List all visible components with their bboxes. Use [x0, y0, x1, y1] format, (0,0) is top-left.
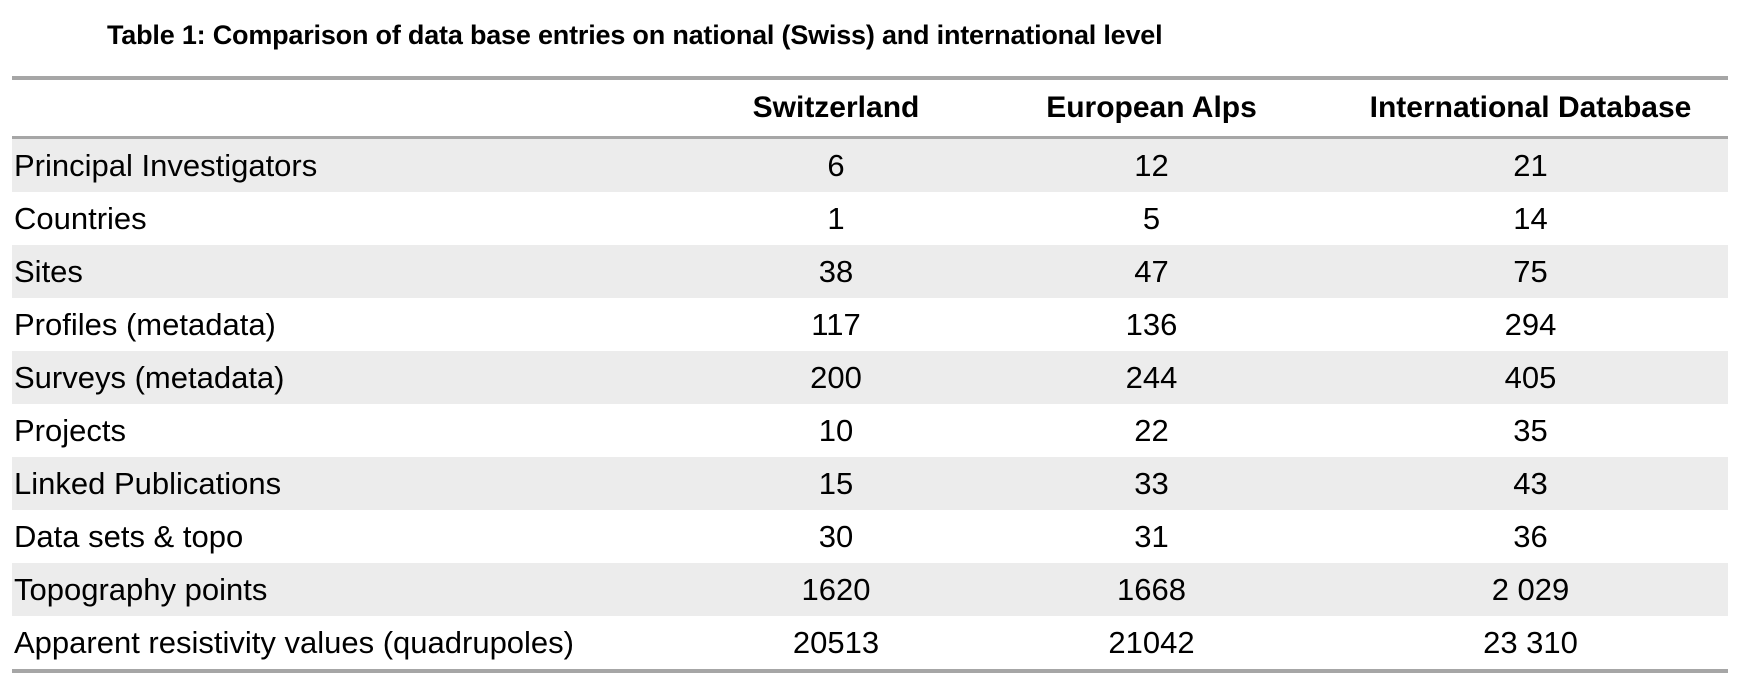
- table-cell-switzerland: 117: [811, 306, 861, 342]
- table-cell-row-label: Principal Investigators: [14, 147, 318, 183]
- table-row: Data sets & topo 30 31 36: [12, 510, 1728, 563]
- table-row: Apparent resistivity values (quadrupoles…: [12, 616, 1728, 669]
- table-top-rule: [12, 76, 1728, 80]
- table-cell-international-database: 2 029: [1491, 571, 1570, 607]
- table-cell-european-alps: 31: [1134, 518, 1169, 554]
- table-row: Topography points 1620 1668 2 029: [12, 563, 1728, 616]
- table-cell-switzerland: 20513: [792, 624, 880, 660]
- table-cell-european-alps: 47: [1134, 253, 1169, 289]
- table-cell-international-database: 75: [1513, 253, 1548, 289]
- table-cell-international-database: 43: [1513, 465, 1548, 501]
- table-cell-row-label: Apparent resistivity values (quadrupoles…: [14, 624, 574, 660]
- table-row: Projects 10 22 35: [12, 404, 1728, 457]
- table-cell-european-alps: 5: [1142, 200, 1161, 236]
- table-cell-international-database: 23 310: [1483, 624, 1578, 660]
- table-cell-international-database: 14: [1513, 200, 1548, 236]
- table-cell-row-label: Countries: [14, 200, 147, 236]
- table-cell-switzerland: 30: [818, 518, 854, 554]
- table-cell-row-label: Profiles (metadata): [14, 306, 276, 342]
- table-cell-switzerland: 15: [818, 465, 854, 501]
- table-cell-european-alps: 33: [1134, 465, 1169, 501]
- table-row: Principal Investigators 6 12 21: [12, 139, 1728, 192]
- table-cell-international-database: 405: [1504, 359, 1557, 395]
- table-cell-switzerland: 200: [810, 359, 862, 395]
- table-row: Surveys (metadata) 200 244 405: [12, 351, 1728, 404]
- table-bottom-rule: [12, 669, 1728, 673]
- table-cell-switzerland: 1620: [801, 571, 871, 607]
- table-row: Sites 38 47 75: [12, 245, 1728, 298]
- table-cell-switzerland: 10: [818, 412, 854, 448]
- table-cell-row-label: Linked Publications: [14, 465, 282, 501]
- table-cell-european-alps: 136: [1125, 306, 1178, 342]
- table-cell-row-label: Sites: [14, 253, 83, 289]
- table-cell-european-alps: 21042: [1108, 624, 1195, 660]
- table-header-row: Switzerland European Alps International …: [12, 80, 1728, 139]
- table-cell-european-alps: 244: [1125, 359, 1178, 395]
- table-cell-international-database: 36: [1513, 518, 1548, 554]
- table-cell-switzerland: 1: [827, 200, 845, 236]
- table-cell-switzerland: 6: [827, 147, 845, 183]
- table-cell-international-database: 21: [1513, 147, 1548, 183]
- table-cell-european-alps: 1668: [1117, 571, 1186, 607]
- table-cell-switzerland: 38: [818, 253, 854, 289]
- table-caption: Table 1: Comparison of data base entries…: [107, 20, 1163, 50]
- table-cell-row-label: Projects: [14, 412, 126, 448]
- table-cell-row-label: Topography points: [14, 571, 268, 607]
- comparison-table: Switzerland European Alps International …: [12, 76, 1728, 673]
- table-cell-european-alps: 12: [1134, 147, 1169, 183]
- table-row: Profiles (metadata) 117 136 294: [12, 298, 1728, 351]
- header-cell-switzerland: Switzerland: [752, 91, 920, 124]
- table-cell-european-alps: 22: [1134, 412, 1169, 448]
- table-body: Principal Investigators 6 12 21 Countries 1 5 1…: [12, 139, 1728, 669]
- table-row: Linked Publications 15 33 43: [12, 457, 1728, 510]
- table-cell-international-database: 35: [1513, 412, 1548, 448]
- table-row: Countries 1 5 14: [12, 192, 1728, 245]
- header-cell-european-alps: European Alps: [1046, 91, 1257, 124]
- table-cell-row-label: Surveys (metadata): [14, 359, 285, 395]
- table-cell-row-label: Data sets & topo: [14, 518, 244, 554]
- header-cell-international-database: International Database: [1369, 91, 1692, 124]
- table-cell-international-database: 294: [1504, 306, 1557, 342]
